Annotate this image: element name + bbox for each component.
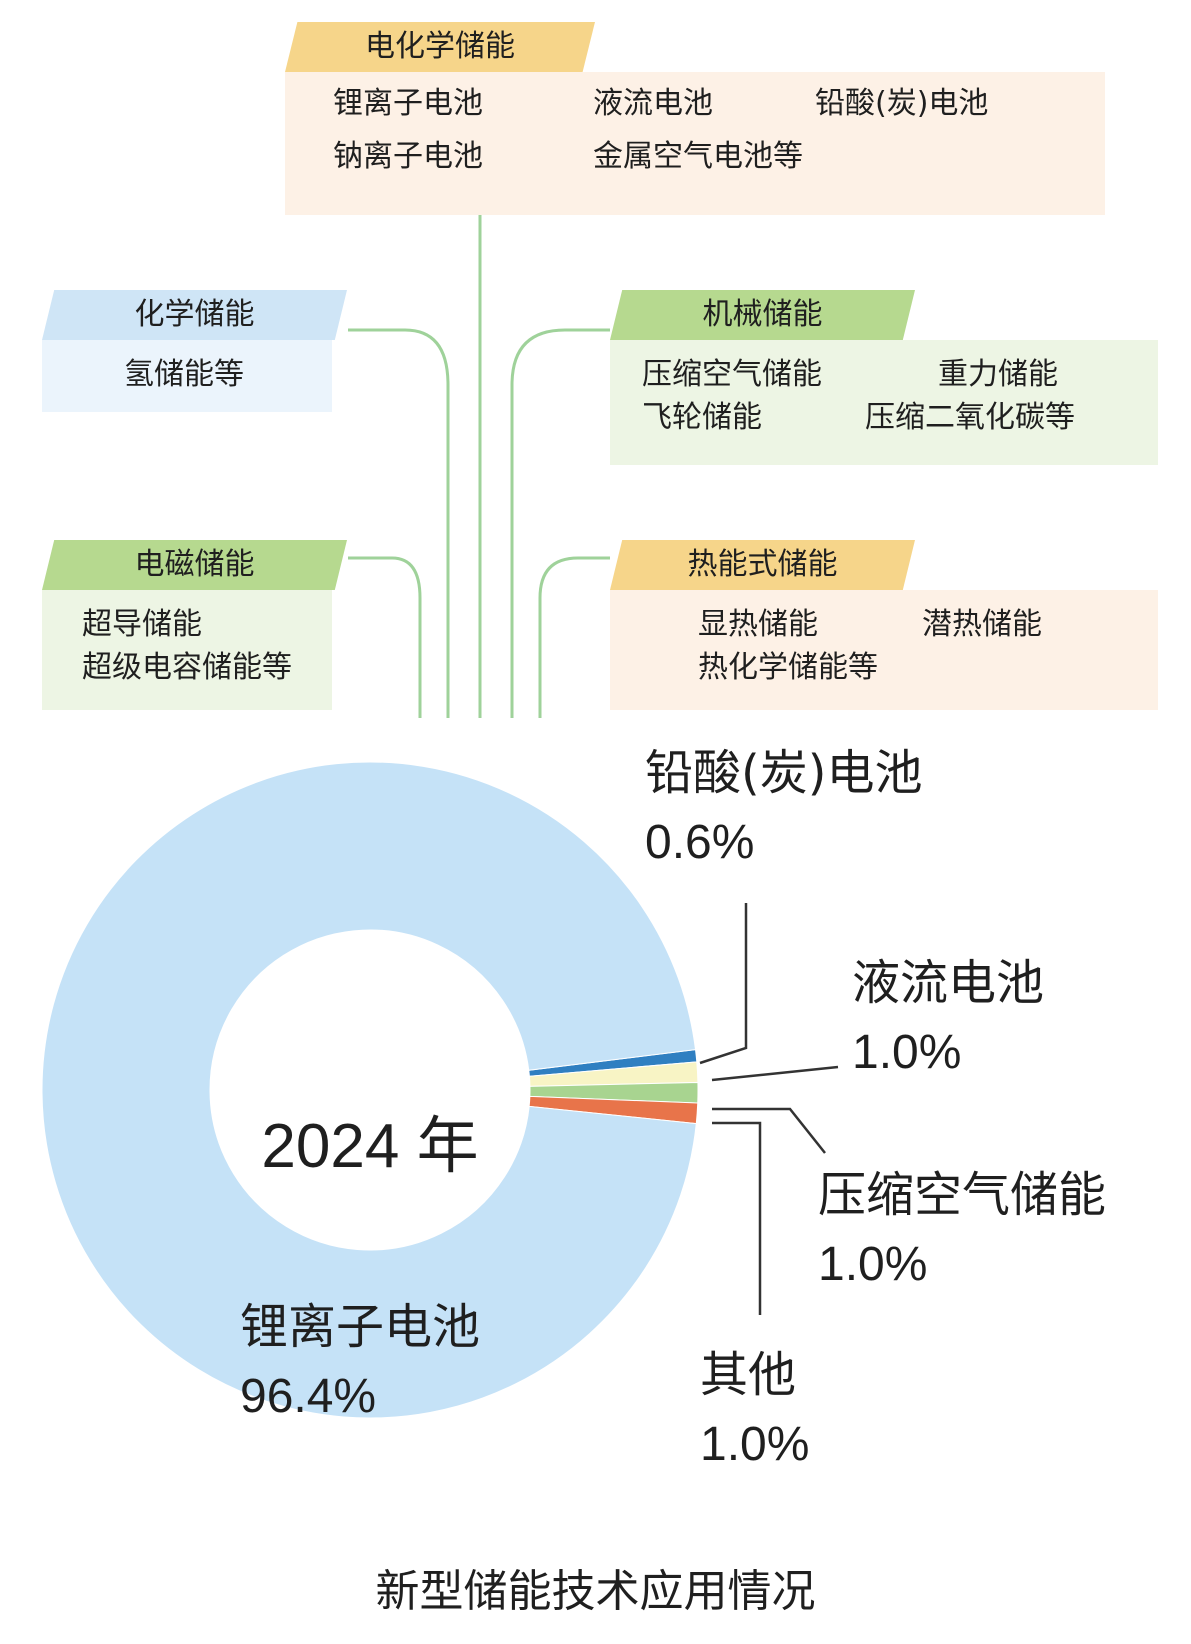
slice-value: 1.0% [852, 1026, 962, 1079]
connector-electromagnetic [348, 556, 422, 718]
leader-line-compressed-air [712, 1107, 826, 1154]
center-year-label: 2024 年 [261, 1112, 479, 1181]
list-item: 显热储能 [698, 607, 818, 642]
slice-label-text: 液流电池 [852, 955, 1045, 1011]
list-item: 铅酸(炭)电池 [815, 86, 989, 121]
category-title: 热能式储能 [610, 540, 915, 590]
list-item: 钠离子电池 [333, 139, 483, 174]
list-item: 锂离子电池 [333, 86, 483, 121]
leader-line-flow-battery [711, 1065, 839, 1082]
list-item: 液流电池 [593, 86, 713, 121]
leader-line-other [712, 1121, 762, 1315]
list-item: 氢储能等 [124, 357, 244, 392]
slice-lithium [41, 761, 697, 1419]
list-item: 热化学储能等 [698, 650, 878, 685]
slice-label-text: 锂离子电池 [240, 1299, 481, 1355]
category-body [610, 590, 1158, 710]
category-title: 电磁储能 [42, 540, 347, 590]
slice-value: 0.6% [645, 816, 755, 869]
slice-value: 1.0% [700, 1418, 810, 1471]
list-item: 飞轮储能 [642, 400, 762, 435]
category-title: 电化学储能 [285, 22, 595, 72]
category-body [610, 340, 1158, 465]
slice-label-text: 铅酸(炭)电池 [645, 745, 923, 801]
donut-chart [41, 761, 839, 1419]
connector-chemical [348, 328, 450, 718]
classification-connector-lines [348, 215, 610, 718]
slice-label-text: 其他 [700, 1347, 797, 1403]
slice-label-text: 压缩空气储能 [818, 1167, 1107, 1223]
leader-line-lead-acid [699, 903, 748, 1065]
category-title: 化学储能 [42, 290, 347, 340]
slice-label-lead-acid: 铅酸(炭)电池 0.6% [645, 738, 922, 878]
list-item: 压缩空气储能 [642, 357, 822, 392]
connector-thermal [538, 556, 610, 718]
slice-value: 1.0% [818, 1238, 928, 1291]
connector-mechanical [510, 328, 610, 718]
list-item: 金属空气电池等 [593, 139, 803, 174]
category-title: 机械储能 [610, 290, 915, 340]
slice-value: 96.4% [240, 1370, 377, 1423]
category-body [42, 590, 332, 710]
slice-label-flow-battery: 液流电池 1.0% [852, 948, 1044, 1088]
list-item: 压缩二氧化碳等 [865, 400, 1075, 435]
list-item: 重力储能 [938, 357, 1058, 392]
list-item: 潜热储能 [922, 607, 1042, 642]
category-body [285, 72, 1105, 215]
list-item: 超导储能 [82, 607, 202, 642]
list-item: 超级电容储能等 [82, 650, 292, 685]
slice-label-lithium: 锂离子电池 96.4% [240, 1292, 480, 1432]
slice-label-compressed-air: 压缩空气储能 1.0% [818, 1160, 1106, 1300]
slice-label-other: 其他 1.0% [700, 1340, 809, 1480]
chart-title: 新型储能技术应用情况 [375, 1566, 816, 1617]
category-body [42, 340, 332, 412]
